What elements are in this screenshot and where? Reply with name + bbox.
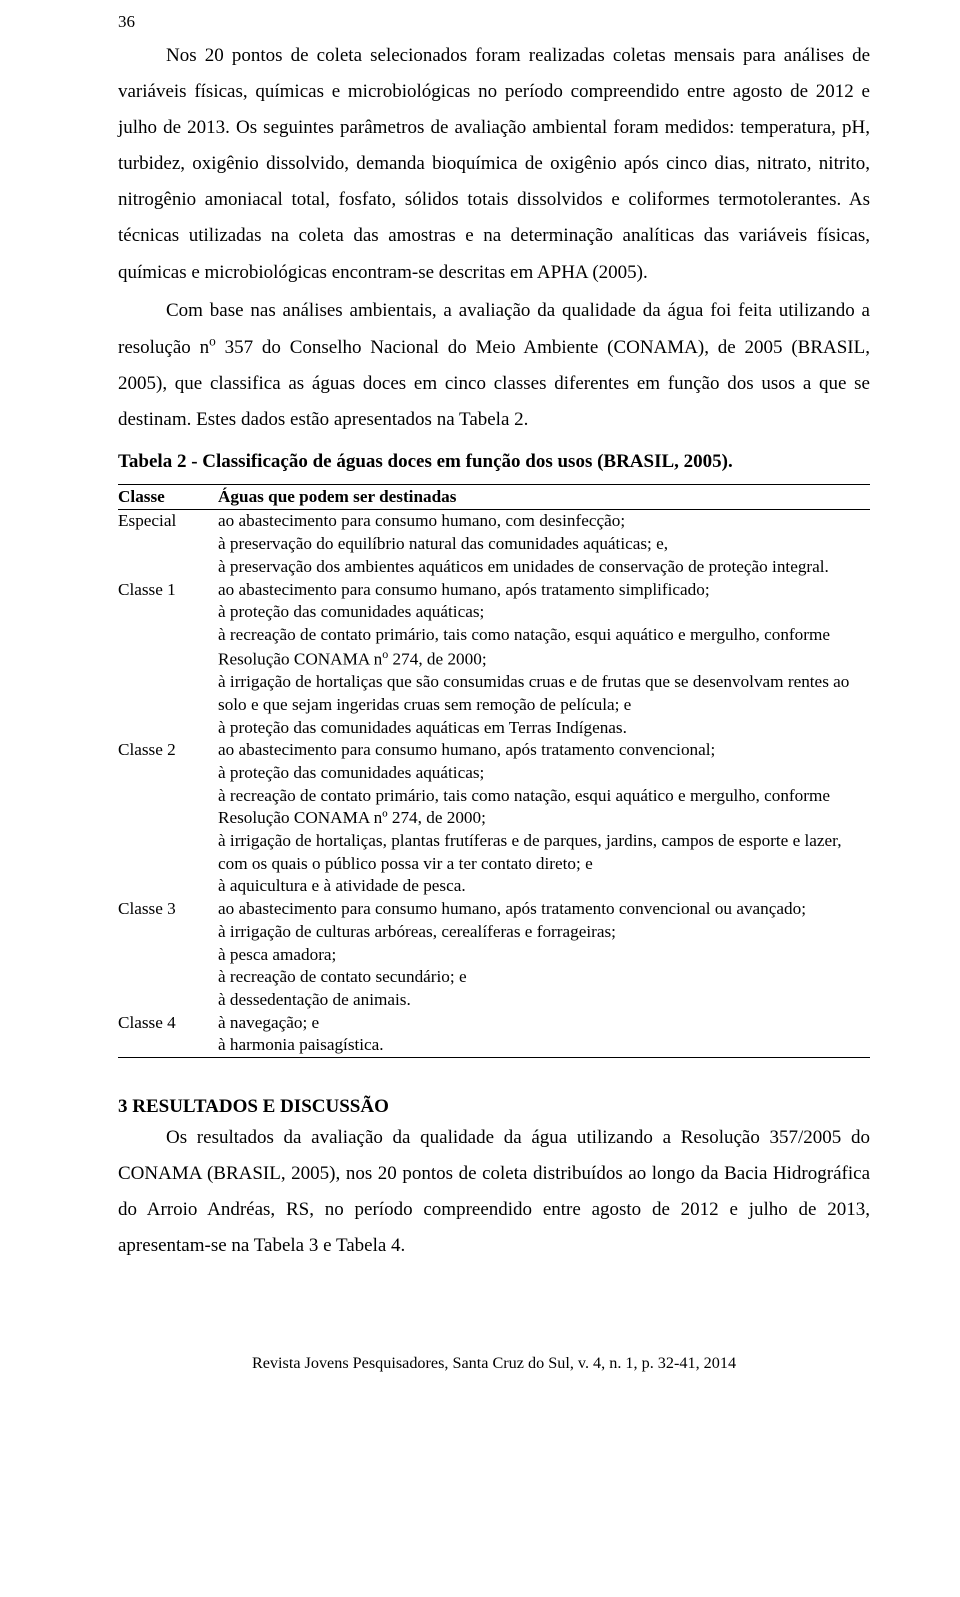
table-row: à recreação de contato primário, tais co… <box>118 785 870 830</box>
table-row: à preservação dos ambientes aquáticos em… <box>118 556 870 579</box>
paragraph-2: Com base nas análises ambientais, a aval… <box>118 293 870 439</box>
cell-classe <box>118 624 218 671</box>
cell-classe <box>118 762 218 785</box>
cell-classe <box>118 533 218 556</box>
table-row: à aquicultura e à atividade de pesca. <box>118 875 870 898</box>
cell-classe <box>118 717 218 740</box>
cell-classe <box>118 989 218 1012</box>
table-title: Tabela 2 - Classificação de águas doces … <box>118 444 870 480</box>
section-heading: 3 RESULTADOS E DISCUSSÃO <box>118 1096 870 1118</box>
cell-descricao: à navegação; e <box>218 1012 870 1035</box>
cell-classe <box>118 944 218 967</box>
table-row: à preservação do equilíbrio natural das … <box>118 533 870 556</box>
cell-classe <box>118 1034 218 1057</box>
classification-table: Classe Águas que podem ser destinadas Es… <box>118 484 870 1058</box>
cell-descricao: à dessedentação de animais. <box>218 989 870 1012</box>
paragraph-2-text: Com base nas análises ambientais, a aval… <box>118 300 870 431</box>
cell-descricao: ao abastecimento para consumo humano, ap… <box>218 579 870 602</box>
cell-descricao: à recreação de contato secundário; e <box>218 966 870 989</box>
cell-classe <box>118 966 218 989</box>
page-number: 36 <box>118 12 135 32</box>
cell-classe <box>118 556 218 579</box>
paragraph-1: Nos 20 pontos de coleta selecionados for… <box>118 38 870 291</box>
cell-descricao: à pesca amadora; <box>218 944 870 967</box>
table-row: à proteção das comunidades aquáticas; <box>118 762 870 785</box>
table-row: à irrigação de hortaliças, plantas frutí… <box>118 830 870 875</box>
cell-classe: Classe 2 <box>118 739 218 762</box>
cell-descricao: à irrigação de hortaliças que são consum… <box>218 671 870 716</box>
col-header-classe: Classe <box>118 485 218 510</box>
cell-descricao: à recreação de contato primário, tais co… <box>218 624 870 671</box>
cell-descricao: à aquicultura e à atividade de pesca. <box>218 875 870 898</box>
col-header-aguas: Águas que podem ser destinadas <box>218 485 870 510</box>
cell-descricao: à preservação do equilíbrio natural das … <box>218 533 870 556</box>
footer-citation: Revista Jovens Pesquisadores, Santa Cruz… <box>118 1354 870 1373</box>
cell-descricao: à recreação de contato primário, tais co… <box>218 785 870 830</box>
cell-classe: Especial <box>118 510 218 533</box>
table-row: à irrigação de hortaliças que são consum… <box>118 671 870 716</box>
table-row: à recreação de contato secundário; e <box>118 966 870 989</box>
table-row: à irrigação de culturas arbóreas, cereal… <box>118 921 870 944</box>
table-row: à dessedentação de animais. <box>118 989 870 1012</box>
table-row: à proteção das comunidades aquáticas em … <box>118 717 870 740</box>
cell-classe <box>118 785 218 830</box>
cell-descricao: à harmonia paisagística. <box>218 1034 870 1057</box>
paragraph-3: Os resultados da avaliação da qualidade … <box>118 1120 870 1264</box>
cell-descricao: à proteção das comunidades aquáticas; <box>218 601 870 624</box>
cell-classe <box>118 671 218 716</box>
cell-descricao: ao abastecimento para consumo humano, ap… <box>218 739 870 762</box>
page-container: 36 Nos 20 pontos de coleta selecionados … <box>0 0 960 1413</box>
cell-descricao: à proteção das comunidades aquáticas em … <box>218 717 870 740</box>
cell-descricao: à irrigação de culturas arbóreas, cereal… <box>218 921 870 944</box>
cell-classe <box>118 921 218 944</box>
table-row: à harmonia paisagística. <box>118 1034 870 1057</box>
table-row: Classe 4à navegação; e <box>118 1012 870 1035</box>
paragraph-3-text: Os resultados da avaliação da qualidade … <box>118 1127 870 1256</box>
table-row: Especialao abastecimento para consumo hu… <box>118 510 870 533</box>
cell-descricao: à proteção das comunidades aquáticas; <box>218 762 870 785</box>
table-row: Classe 2ao abastecimento para consumo hu… <box>118 739 870 762</box>
cell-classe: Classe 3 <box>118 898 218 921</box>
table-row: à recreação de contato primário, tais co… <box>118 624 870 671</box>
paragraph-1-text: Nos 20 pontos de coleta selecionados for… <box>118 45 870 283</box>
table-row: Classe 3ao abastecimento para consumo hu… <box>118 898 870 921</box>
table-row: à proteção das comunidades aquáticas; <box>118 601 870 624</box>
cell-classe: Classe 1 <box>118 579 218 602</box>
cell-classe: Classe 4 <box>118 1012 218 1035</box>
cell-classe <box>118 830 218 875</box>
cell-descricao: à preservação dos ambientes aquáticos em… <box>218 556 870 579</box>
table-row: à pesca amadora; <box>118 944 870 967</box>
cell-classe <box>118 875 218 898</box>
table-row: Classe 1ao abastecimento para consumo hu… <box>118 579 870 602</box>
cell-descricao: ao abastecimento para consumo humano, co… <box>218 510 870 533</box>
cell-descricao: à irrigação de hortaliças, plantas frutí… <box>218 830 870 875</box>
cell-classe <box>118 601 218 624</box>
cell-descricao: ao abastecimento para consumo humano, ap… <box>218 898 870 921</box>
